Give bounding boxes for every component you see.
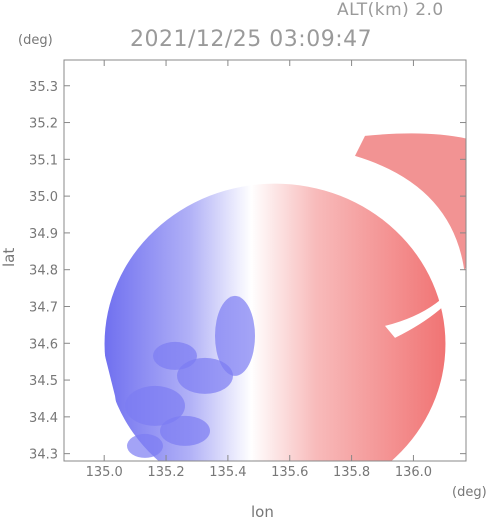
velocity-disc (104, 183, 446, 461)
positive-velocity-band (355, 133, 466, 277)
y-axis-unit: (deg) (18, 33, 53, 48)
y-tick-label: 35.2 (29, 117, 58, 132)
echo-gap-arc (385, 266, 466, 338)
altitude-label: ALT(km) 2.0 (337, 0, 444, 20)
x-axis-label: lon (251, 503, 274, 521)
negative-velocity-patch (215, 295, 255, 376)
negative-velocity-patch (160, 415, 210, 446)
x-axis-ticks: 135.0 135.2 135.4 135.6 135.8 136.0 (86, 60, 432, 480)
plot-frame (63, 59, 467, 462)
negative-velocity-patch (127, 433, 163, 458)
y-tick-label: 34.6 (29, 337, 58, 352)
y-tick-label: 34.9 (29, 227, 58, 242)
echo-field (64, 133, 466, 461)
x-tick-label: 136.0 (395, 465, 432, 480)
x-tick-label: 135.0 (86, 465, 123, 480)
y-tick-label: 35.0 (29, 190, 58, 205)
x-tick-label: 135.8 (333, 465, 370, 480)
y-tick-label: 35.1 (29, 153, 58, 168)
y-tick-label: 34.3 (29, 448, 58, 463)
x-tick-label: 135.6 (271, 465, 308, 480)
y-tick-label: 35.3 (29, 80, 58, 95)
x-axis-unit: (deg) (452, 485, 487, 500)
y-tick-label: 34.8 (29, 264, 58, 279)
no-echo-region (64, 295, 125, 461)
x-tick-label: 135.4 (209, 465, 246, 480)
y-tick-label: 34.4 (29, 411, 58, 426)
negative-velocity-patch (125, 385, 185, 426)
y-axis-ticks: 34.3 34.4 34.5 34.6 34.7 34.8 34.9 35.0 35.1 35.2… (29, 80, 466, 463)
negative-velocity-patch (153, 341, 197, 370)
y-tick-label: 34.5 (29, 374, 58, 389)
x-tick-label: 135.2 (147, 465, 184, 480)
timestamp-title: 2021/12/25 03:09:47 (130, 27, 373, 52)
y-tick-label: 34.7 (29, 300, 58, 315)
negative-velocity-patch (177, 357, 233, 394)
